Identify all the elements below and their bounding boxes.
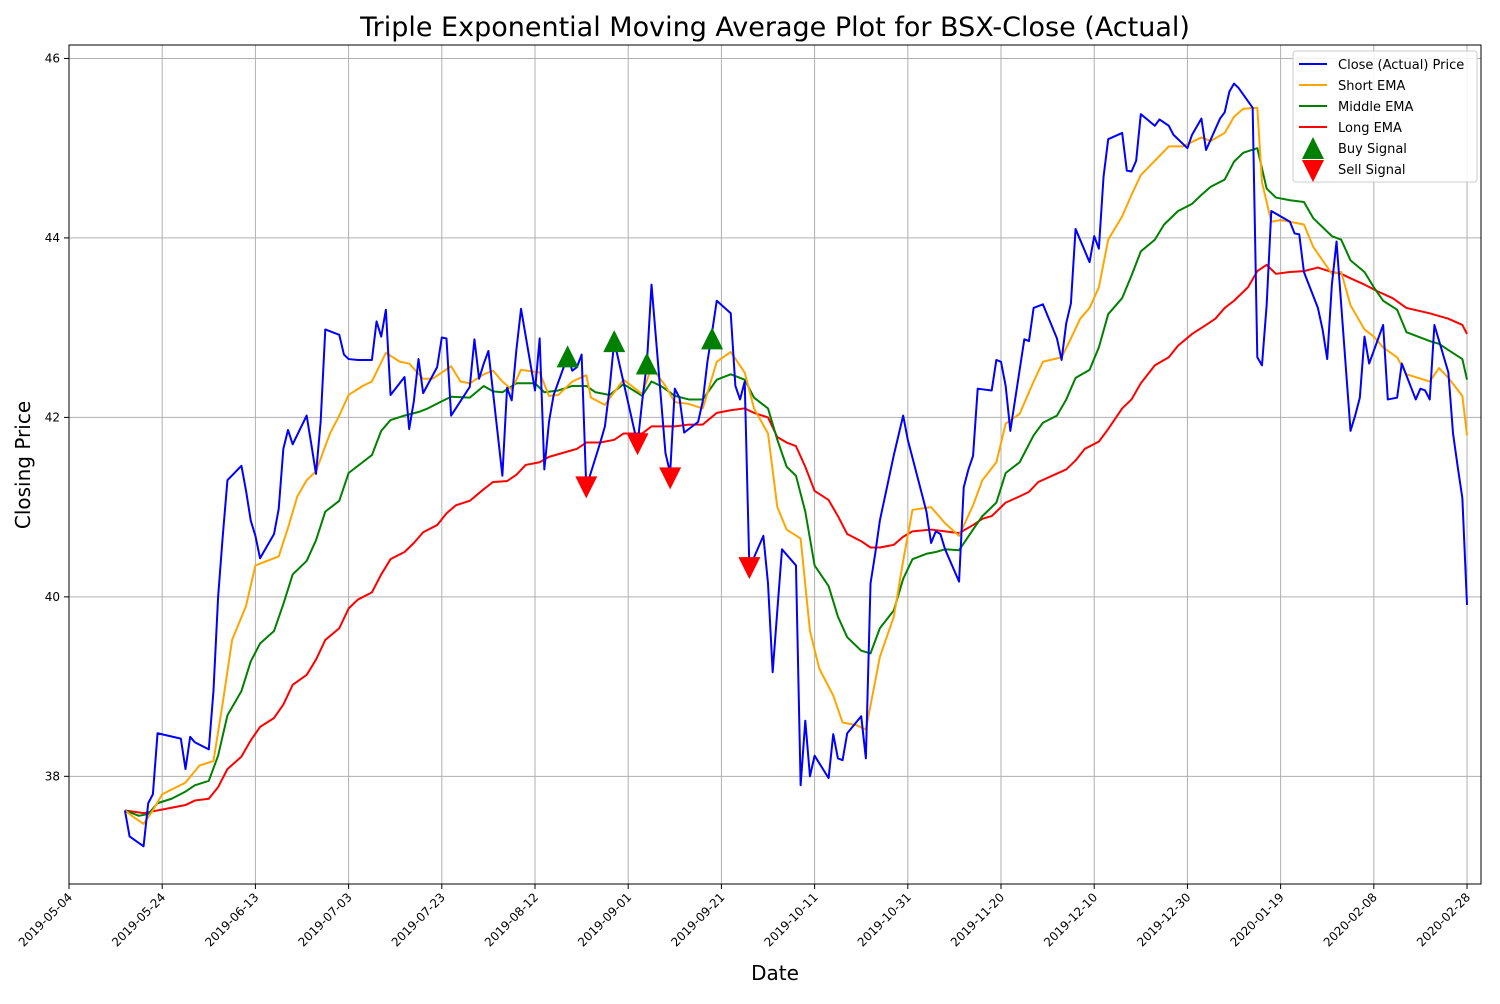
series-line-close-actual-price	[123, 82, 1469, 848]
legend-label-short-ema: Short EMA	[1338, 79, 1405, 94]
series-line-long-ema	[124, 263, 1468, 815]
series-lines	[123, 82, 1469, 848]
sell-signal-marker	[659, 467, 682, 490]
buy-signal-marker	[603, 330, 626, 353]
series-line-middle-ema	[124, 147, 1468, 817]
sell-signal-marker	[575, 476, 598, 499]
legend-box	[1292, 50, 1478, 183]
series-line-short-ema	[124, 106, 1469, 825]
y-tick-label: 42	[45, 410, 60, 424]
sell-signal-marker	[626, 433, 649, 456]
buy-signal-marker	[701, 327, 724, 350]
legend-label-buy-signal: Buy Signal	[1338, 142, 1407, 157]
y-tick-label: 44	[45, 231, 60, 245]
legend-label-sell-signal: Sell Signal	[1338, 163, 1406, 178]
buy-signal-marker	[556, 345, 579, 368]
grid-lines	[68, 45, 1481, 884]
y-tick-label: 46	[45, 51, 60, 65]
y-tick-label: 40	[45, 590, 60, 604]
legend-label-middle-ema: Middle EMA	[1338, 100, 1414, 115]
y-tick-label: 38	[45, 769, 60, 783]
chart-title: Triple Exponential Moving Average Plot f…	[359, 12, 1190, 43]
y-axis-label: Closing Price	[11, 401, 35, 529]
buy-signal-marker	[635, 352, 658, 375]
signal-markers	[556, 327, 761, 580]
legend-sell-marker-icon	[1302, 160, 1324, 182]
legend-label-long-ema: Long EMA	[1338, 121, 1402, 136]
x-axis-label: Date	[751, 961, 799, 985]
legend: Close (Actual) Price Short EMA Middle EM…	[1292, 50, 1478, 183]
y-axis: 38 40 42 44 46	[45, 51, 69, 783]
legend-buy-marker-icon	[1302, 137, 1324, 159]
plot-frame	[68, 44, 1482, 885]
sell-signal-marker	[738, 557, 761, 580]
legend-label-close: Close (Actual) Price	[1338, 58, 1464, 73]
